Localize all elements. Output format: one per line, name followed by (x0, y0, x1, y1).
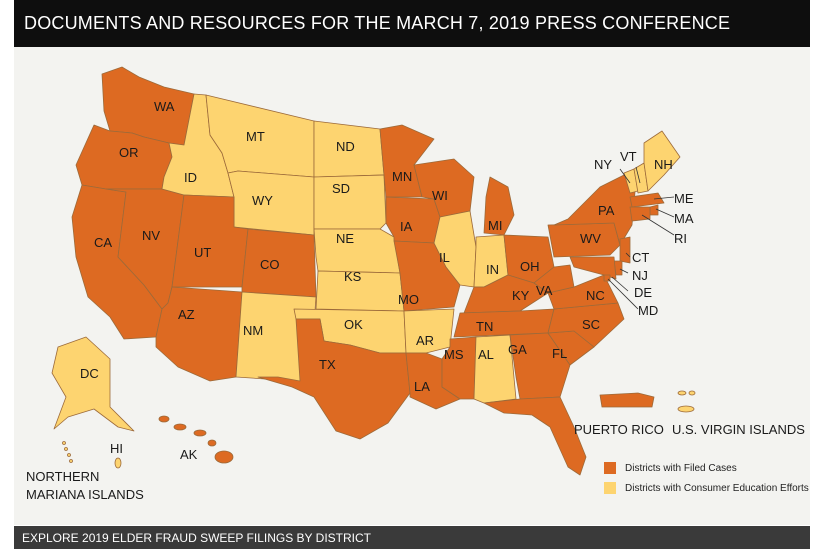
label-NE: NE (336, 231, 354, 246)
state-IA[interactable] (385, 196, 441, 244)
territory-northern-mariana[interactable] (62, 441, 73, 463)
leader-line-ri (655, 208, 675, 218)
explore-filings-bar[interactable]: EXPLORE 2019 ELDER FRAUD SWEEP FILINGS B… (14, 526, 810, 549)
leader-line-ct (641, 214, 675, 236)
state-RI[interactable] (649, 204, 659, 216)
label-MA: ME (674, 191, 694, 206)
leader-line-md (611, 276, 629, 292)
label-ND: ND (336, 139, 355, 154)
label-NJ: CT (632, 250, 649, 265)
label-CT: RI (674, 231, 687, 246)
state-CT[interactable] (629, 206, 651, 222)
label-guam: HI (110, 441, 123, 456)
label-OH: OH (520, 259, 540, 274)
label-AZ: AZ (178, 307, 195, 322)
leader-line-dc (607, 278, 639, 310)
map-legend: Districts with Filed Cases Districts wit… (604, 458, 819, 502)
page-title: DOCUMENTS AND RESOURCES FOR THE MARCH 7,… (24, 13, 731, 33)
label-MD: DE (634, 285, 652, 300)
label-CA: CA (94, 235, 112, 250)
state-AZ[interactable] (155, 286, 243, 382)
legend-swatch-education (604, 482, 616, 494)
map-canvas: WA OR CA NV ID MT WY UT CO AZ NM ND SD N… (26, 66, 805, 502)
state-FL[interactable] (483, 396, 587, 476)
label-LA: LA (414, 379, 430, 394)
label-VA: NC (586, 288, 605, 303)
label-NV: NV (142, 228, 160, 243)
legend-label-education: Districts with Consumer Education Effort… (625, 482, 809, 494)
label-IL: IL (439, 250, 450, 265)
label-CO: CO (260, 257, 280, 272)
label-AR: AR (416, 333, 434, 348)
label-WA: WA (154, 99, 175, 114)
label-NH: VT (620, 149, 637, 164)
label-AK: DC (80, 366, 99, 381)
label-MS: MS (444, 347, 464, 362)
leader-line-vt (619, 168, 631, 184)
leader-line-nh (635, 166, 641, 184)
state-AK[interactable] (51, 336, 135, 432)
legend-item-education: Districts with Consumer Education Effort… (604, 478, 819, 498)
label-NM: NM (243, 323, 263, 338)
legend-label-filed: Districts with Filed Cases (625, 462, 737, 474)
label-WI: WI (432, 188, 448, 203)
label-us-virgin-islands: U.S. VIRGIN ISLANDS (672, 422, 805, 437)
label-ME: NH (654, 157, 673, 172)
label-MI: MI (488, 218, 502, 233)
state-AR[interactable] (403, 308, 455, 354)
explore-filings-link[interactable]: EXPLORE 2019 ELDER FRAUD SWEEP FILINGS B… (22, 530, 371, 545)
label-SD: SD (332, 181, 350, 196)
label-DC: MD (638, 303, 658, 318)
leader-line-de (619, 268, 629, 274)
label-northern-mariana-2: MARIANA ISLANDS (26, 487, 144, 502)
state-TX[interactable] (257, 318, 411, 440)
label-IN: IN (486, 262, 499, 277)
label-MT: MT (246, 129, 265, 144)
leader-line-ma (653, 196, 675, 200)
state-NY[interactable] (553, 174, 637, 246)
label-KS: KS (344, 269, 362, 284)
label-DE: NJ (632, 268, 648, 283)
state-IL[interactable] (433, 210, 477, 288)
label-GA: GA (508, 342, 527, 357)
legend-item-filed: Districts with Filed Cases (604, 458, 819, 478)
state-SD[interactable] (313, 174, 387, 230)
label-MN: MN (392, 169, 412, 184)
state-ME[interactable] (643, 130, 681, 192)
label-SC: FL (552, 346, 567, 361)
state-MA[interactable] (629, 192, 665, 208)
territory-us-virgin-islands[interactable] (677, 390, 696, 413)
us-district-map: WA OR CA NV ID MT WY UT CO AZ NM ND SD N… (14, 47, 810, 525)
leader-line-nj (625, 252, 631, 258)
state-WV[interactable] (533, 264, 575, 294)
label-OR: OR (119, 145, 139, 160)
label-NC: SC (582, 317, 600, 332)
label-UT: UT (194, 245, 211, 260)
state-HI[interactable] (158, 415, 234, 464)
label-ID: ID (184, 170, 197, 185)
label-AL: AL (478, 347, 494, 362)
label-RI: MA (674, 211, 694, 226)
label-TN: TN (476, 319, 493, 334)
label-puerto-rico: PUERTO RICO (574, 422, 664, 437)
label-IA: IA (400, 219, 413, 234)
label-NY: PA (598, 203, 615, 218)
label-KY: KY (512, 288, 530, 303)
label-VT: NY (594, 157, 612, 172)
label-TX: TX (319, 357, 336, 372)
territory-guam[interactable] (114, 457, 122, 469)
label-HI: AK (180, 447, 198, 462)
state-NE[interactable] (313, 228, 401, 274)
label-PA: WV (580, 231, 601, 246)
label-northern-mariana-1: NORTHERN (26, 469, 99, 484)
state-NJ[interactable] (619, 236, 631, 264)
state-TN[interactable] (453, 308, 555, 338)
page-header: DOCUMENTS AND RESOURCES FOR THE MARCH 7,… (14, 0, 810, 47)
territory-puerto-rico[interactable] (599, 392, 655, 408)
legend-swatch-filed (604, 462, 616, 474)
label-WY: WY (252, 193, 273, 208)
label-WV: VA (536, 283, 553, 298)
label-OK: OK (344, 317, 363, 332)
label-MO: MO (398, 292, 419, 307)
